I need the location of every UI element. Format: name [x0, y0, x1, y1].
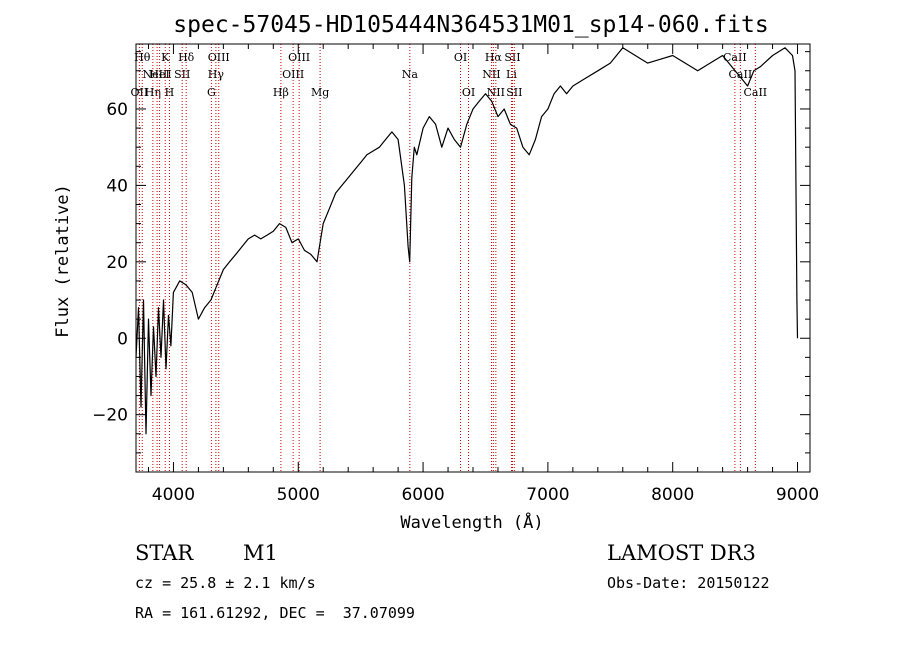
x-tick-label: 8000 — [651, 485, 694, 505]
emission-line-label-4: HeI — [149, 68, 169, 81]
object-class: STAR — [135, 541, 194, 565]
y-tick-label: 40 — [106, 176, 128, 196]
emission-line-label-22: Li — [506, 68, 517, 81]
emission-line-label-13: OIII — [282, 68, 304, 81]
coordinates: RA = 161.61292, DEC = 37.07099 — [135, 604, 415, 622]
emission-line-label-0: OII — [131, 86, 149, 99]
x-tick-label: 9000 — [776, 485, 819, 505]
emission-line-label-12: Hβ — [273, 86, 289, 99]
emission-line-label-26: CaII — [729, 68, 753, 81]
emission-line-label-24: SII — [506, 86, 522, 99]
y-tick-label: −20 — [92, 406, 128, 426]
y-tick-label: 20 — [106, 253, 128, 273]
object-subclass: M1 — [243, 541, 278, 565]
redshift-velocity: cz = 25.8 ± 2.1 km/s — [135, 574, 316, 592]
emission-line-label-7: SII — [174, 68, 190, 81]
emission-line-label-9: G — [207, 86, 216, 99]
spectrum-series — [135, 47, 799, 435]
survey-name: LAMOST DR3 — [607, 541, 756, 565]
emission-line-label-3: NeIII — [143, 68, 172, 81]
emission-line-label-2: Hη — [145, 86, 161, 99]
emission-line-label-19: NII — [482, 68, 500, 81]
emission-line-label-20: Hα — [485, 51, 503, 64]
emission-line-label-6: H — [165, 86, 175, 99]
emission-line-label-15: Mg — [311, 86, 329, 99]
emission-line-label-14: OIII — [288, 51, 310, 64]
emission-line-label-16: Na — [402, 68, 419, 81]
x-tick-label: 5000 — [277, 485, 320, 505]
emission-line-label-21: NII — [487, 86, 505, 99]
emission-line-label-10: Hγ — [208, 68, 225, 81]
emission-line-label-8: Hδ — [178, 51, 195, 64]
x-tick-label: 7000 — [526, 485, 569, 505]
emission-line-label-5: K — [161, 51, 170, 64]
x-axis-label: Wavelength (Å) — [400, 511, 543, 533]
y-axis-label: Flux (relative) — [53, 184, 73, 338]
y-tick-label: 60 — [106, 100, 128, 120]
emission-line-label-18: OI — [462, 86, 475, 99]
emission-line-label-1: Hθ — [134, 51, 151, 64]
emission-line-label-17: OI — [454, 51, 467, 64]
emission-line-label-23: SII — [504, 51, 520, 64]
spectrum-line — [135, 47, 799, 435]
emission-line-label-27: CaII — [743, 86, 767, 99]
y-tick-label: 0 — [117, 329, 128, 349]
emission-line-label-11: OIII — [208, 51, 230, 64]
x-tick-label: 4000 — [152, 485, 195, 505]
axis-ticks: 4000 5000 6000 7000 8000 9000 −20 0 20 40 60 — [92, 44, 819, 505]
x-tick-label: 6000 — [401, 485, 444, 505]
emission-line-label-25: CaII — [723, 51, 747, 64]
chart-title: spec-57045-HD105444N364531M01_sp14-060.f… — [173, 12, 768, 38]
observation-date: Obs-Date: 20150122 — [607, 574, 770, 592]
